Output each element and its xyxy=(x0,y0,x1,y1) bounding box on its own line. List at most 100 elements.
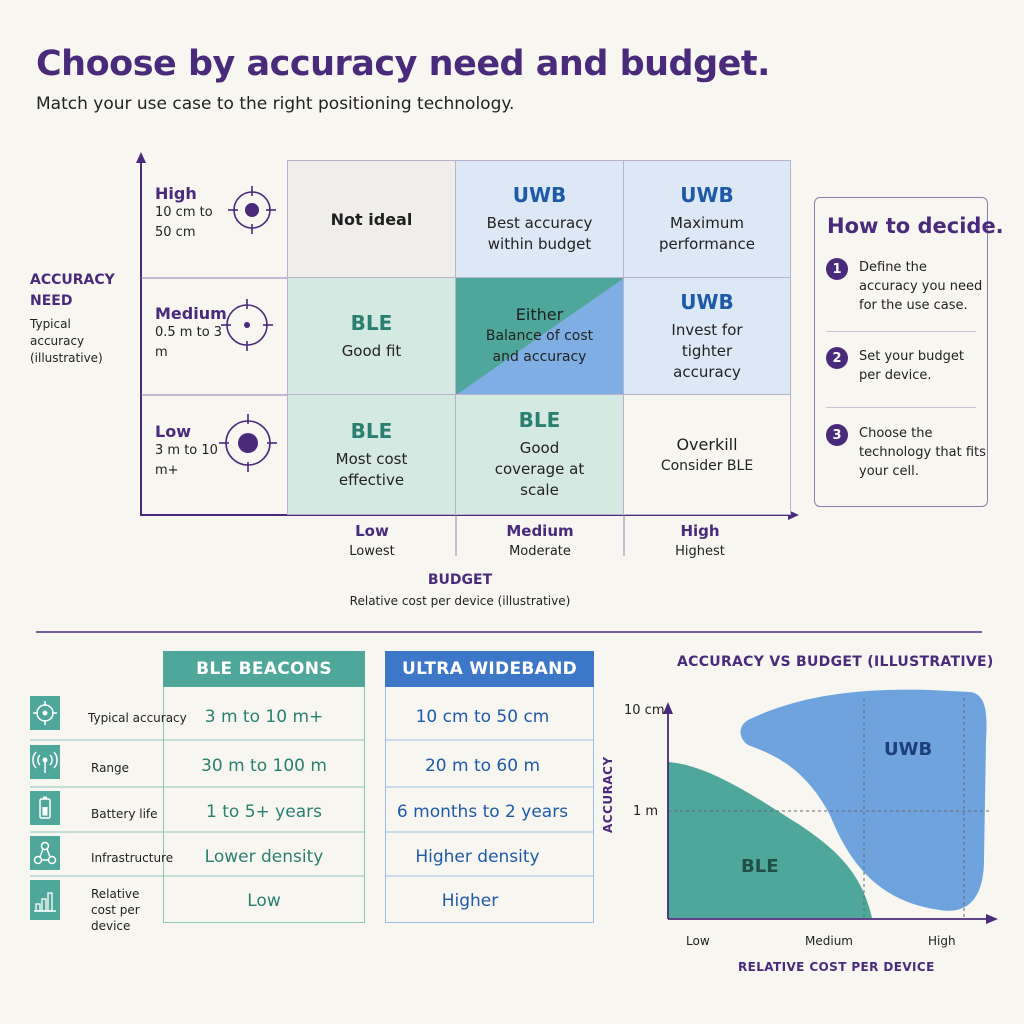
step-text: Choose the technology that fits your cel… xyxy=(859,426,986,479)
mini-chart-xlabel: RELATIVE COST PER DEVICE xyxy=(738,960,935,974)
row-label-medium: Medium 0.5 m to 3 m xyxy=(155,304,227,363)
row-label-low: Low 3 m to 10 m+ xyxy=(155,422,225,481)
x-axis-title-group: BUDGET Relative cost per device (illustr… xyxy=(300,572,620,608)
step-text: Define the accuracy you need for the use… xyxy=(859,260,983,313)
battery-icon xyxy=(30,791,60,825)
cell-desc: Most cost effective xyxy=(335,449,408,489)
cell-high-high: UWB Maximum performance xyxy=(624,161,790,278)
col-level: Low xyxy=(355,522,389,540)
cell-desc: Good coverage at scale xyxy=(494,439,585,499)
col-label-low: Low Lowest xyxy=(288,522,456,559)
cell-desc: Consider BLE xyxy=(660,458,754,474)
uwb-value: Higher xyxy=(441,891,499,911)
mini-chart xyxy=(663,689,998,924)
row-label-cost: Relative cost per device xyxy=(91,887,140,933)
row-label-high: High 10 cm to 50 cm xyxy=(155,184,225,243)
y-tick: 1 m xyxy=(633,804,659,819)
col-label-high: High Highest xyxy=(616,522,784,559)
cell-high-low: Not ideal xyxy=(288,161,456,278)
cell-medium-low: BLE Good fit xyxy=(288,278,456,395)
matrix-grid xyxy=(287,160,791,515)
page-subtitle: Match your use case to the right positio… xyxy=(36,94,515,114)
cell-tech: UWB xyxy=(680,289,734,314)
y-axis-title-group: ACCURACY NEED Typical accuracy (illustra… xyxy=(30,270,120,367)
network-icon xyxy=(30,836,60,870)
matrix-axes xyxy=(36,152,982,633)
cell-low-low: BLE Most cost effective xyxy=(288,395,456,514)
row-value: 3 m to 10 m+ xyxy=(155,443,218,478)
uwb-value: 10 cm to 50 cm xyxy=(415,707,550,727)
row-label-accuracy: Typical accuracy xyxy=(88,711,187,725)
ble-region xyxy=(668,762,872,918)
col-label-medium: Medium Moderate xyxy=(456,522,624,559)
step-3: 3 Choose the technology that fits your c… xyxy=(826,424,989,481)
step-number: 1 xyxy=(826,258,848,280)
split-fill xyxy=(456,278,623,394)
row-value: 0.5 m to 3 m xyxy=(155,325,223,360)
ble-value: Lower density xyxy=(204,847,324,867)
ble-value: 30 m to 100 m xyxy=(201,756,327,776)
mini-chart-ylabel: ACCURACY xyxy=(601,756,615,833)
uwb-value: Higher density xyxy=(415,847,540,867)
uwb-column xyxy=(385,687,594,923)
cell-tech: BLE xyxy=(350,418,393,443)
ble-value: 1 to 5+ years xyxy=(206,802,322,822)
how-to-decide-panel xyxy=(814,197,988,507)
ble-column xyxy=(163,687,365,923)
cell-tech: Either xyxy=(515,304,564,324)
y-axis-title: ACCURACY NEED xyxy=(30,272,115,309)
x-axis-title: BUDGET xyxy=(427,572,493,588)
page-title: Choose by accuracy need and budget. xyxy=(36,44,770,84)
row-level: Low xyxy=(155,422,191,441)
mini-chart-title: ACCURACY VS BUDGET (ILLUSTRATIVE) xyxy=(677,654,994,670)
row-label-range: Range xyxy=(91,761,130,775)
step-divider xyxy=(826,331,976,332)
how-to-decide-title: How to decide. xyxy=(827,214,1004,238)
cell-tech: Overkill xyxy=(676,435,738,454)
cell-desc: Good fit xyxy=(341,341,402,360)
step-text: Set your budget per device. xyxy=(859,349,964,383)
target-dot-icon xyxy=(221,299,273,351)
step-number: 3 xyxy=(826,424,848,446)
x-tick: Medium xyxy=(805,934,853,948)
y-axis-note: Typical accuracy (illustrative) xyxy=(30,317,103,365)
cell-low-medium: BLE Good coverage at scale xyxy=(456,395,624,514)
row-level: High xyxy=(155,184,197,203)
step-1: 1 Define the accuracy you need for the u… xyxy=(826,258,989,315)
y-tick: 10 cm xyxy=(624,703,665,718)
step-number: 2 xyxy=(826,347,848,369)
table-row-lines xyxy=(30,739,594,877)
step-2: 2 Set your budget per device. xyxy=(826,347,989,385)
col-value: Highest xyxy=(675,544,725,559)
row-level: Medium xyxy=(155,304,227,323)
row-label-infrastructure: Infrastructure xyxy=(91,851,174,865)
bar-chart-icon xyxy=(30,880,60,920)
target-large-icon xyxy=(219,414,277,472)
signal-icon xyxy=(30,745,60,779)
cell-high-medium: UWB Best accuracy within budget xyxy=(456,161,624,278)
cell-desc: Best accuracy within budget xyxy=(486,214,593,253)
x-tick: Low xyxy=(686,934,710,948)
cell-medium-high: UWB Invest for tighter accuracy xyxy=(624,278,790,395)
cell-tech: BLE xyxy=(350,310,393,335)
row-value: 10 cm to 50 cm xyxy=(155,205,213,240)
col-level: Medium xyxy=(506,522,574,540)
uwb-header: ULTRA WIDEBAND xyxy=(385,651,594,687)
cell-low-high: Overkill Consider BLE xyxy=(624,395,790,514)
uwb-region-label: UWB xyxy=(884,739,933,760)
cell-desc: Invest for tighter accuracy xyxy=(671,320,743,381)
target-small-icon xyxy=(228,186,276,234)
x-axis-note: Relative cost per device (illustrative) xyxy=(349,594,571,608)
ble-value: Low xyxy=(247,891,281,911)
cell-medium-medium: Either Balance of cost and accuracy xyxy=(456,278,624,395)
ble-value: 3 m to 10 m+ xyxy=(204,707,324,727)
step-divider xyxy=(826,407,976,408)
col-value: Lowest xyxy=(349,544,395,559)
cell-tech: BLE xyxy=(518,408,561,432)
cell-tech: UWB xyxy=(512,183,567,207)
col-value: Moderate xyxy=(509,544,571,559)
ble-region-label: BLE xyxy=(741,856,779,877)
cell-desc: Maximum performance xyxy=(658,214,756,253)
col-level: High xyxy=(680,522,720,540)
x-tick: High xyxy=(928,934,956,948)
